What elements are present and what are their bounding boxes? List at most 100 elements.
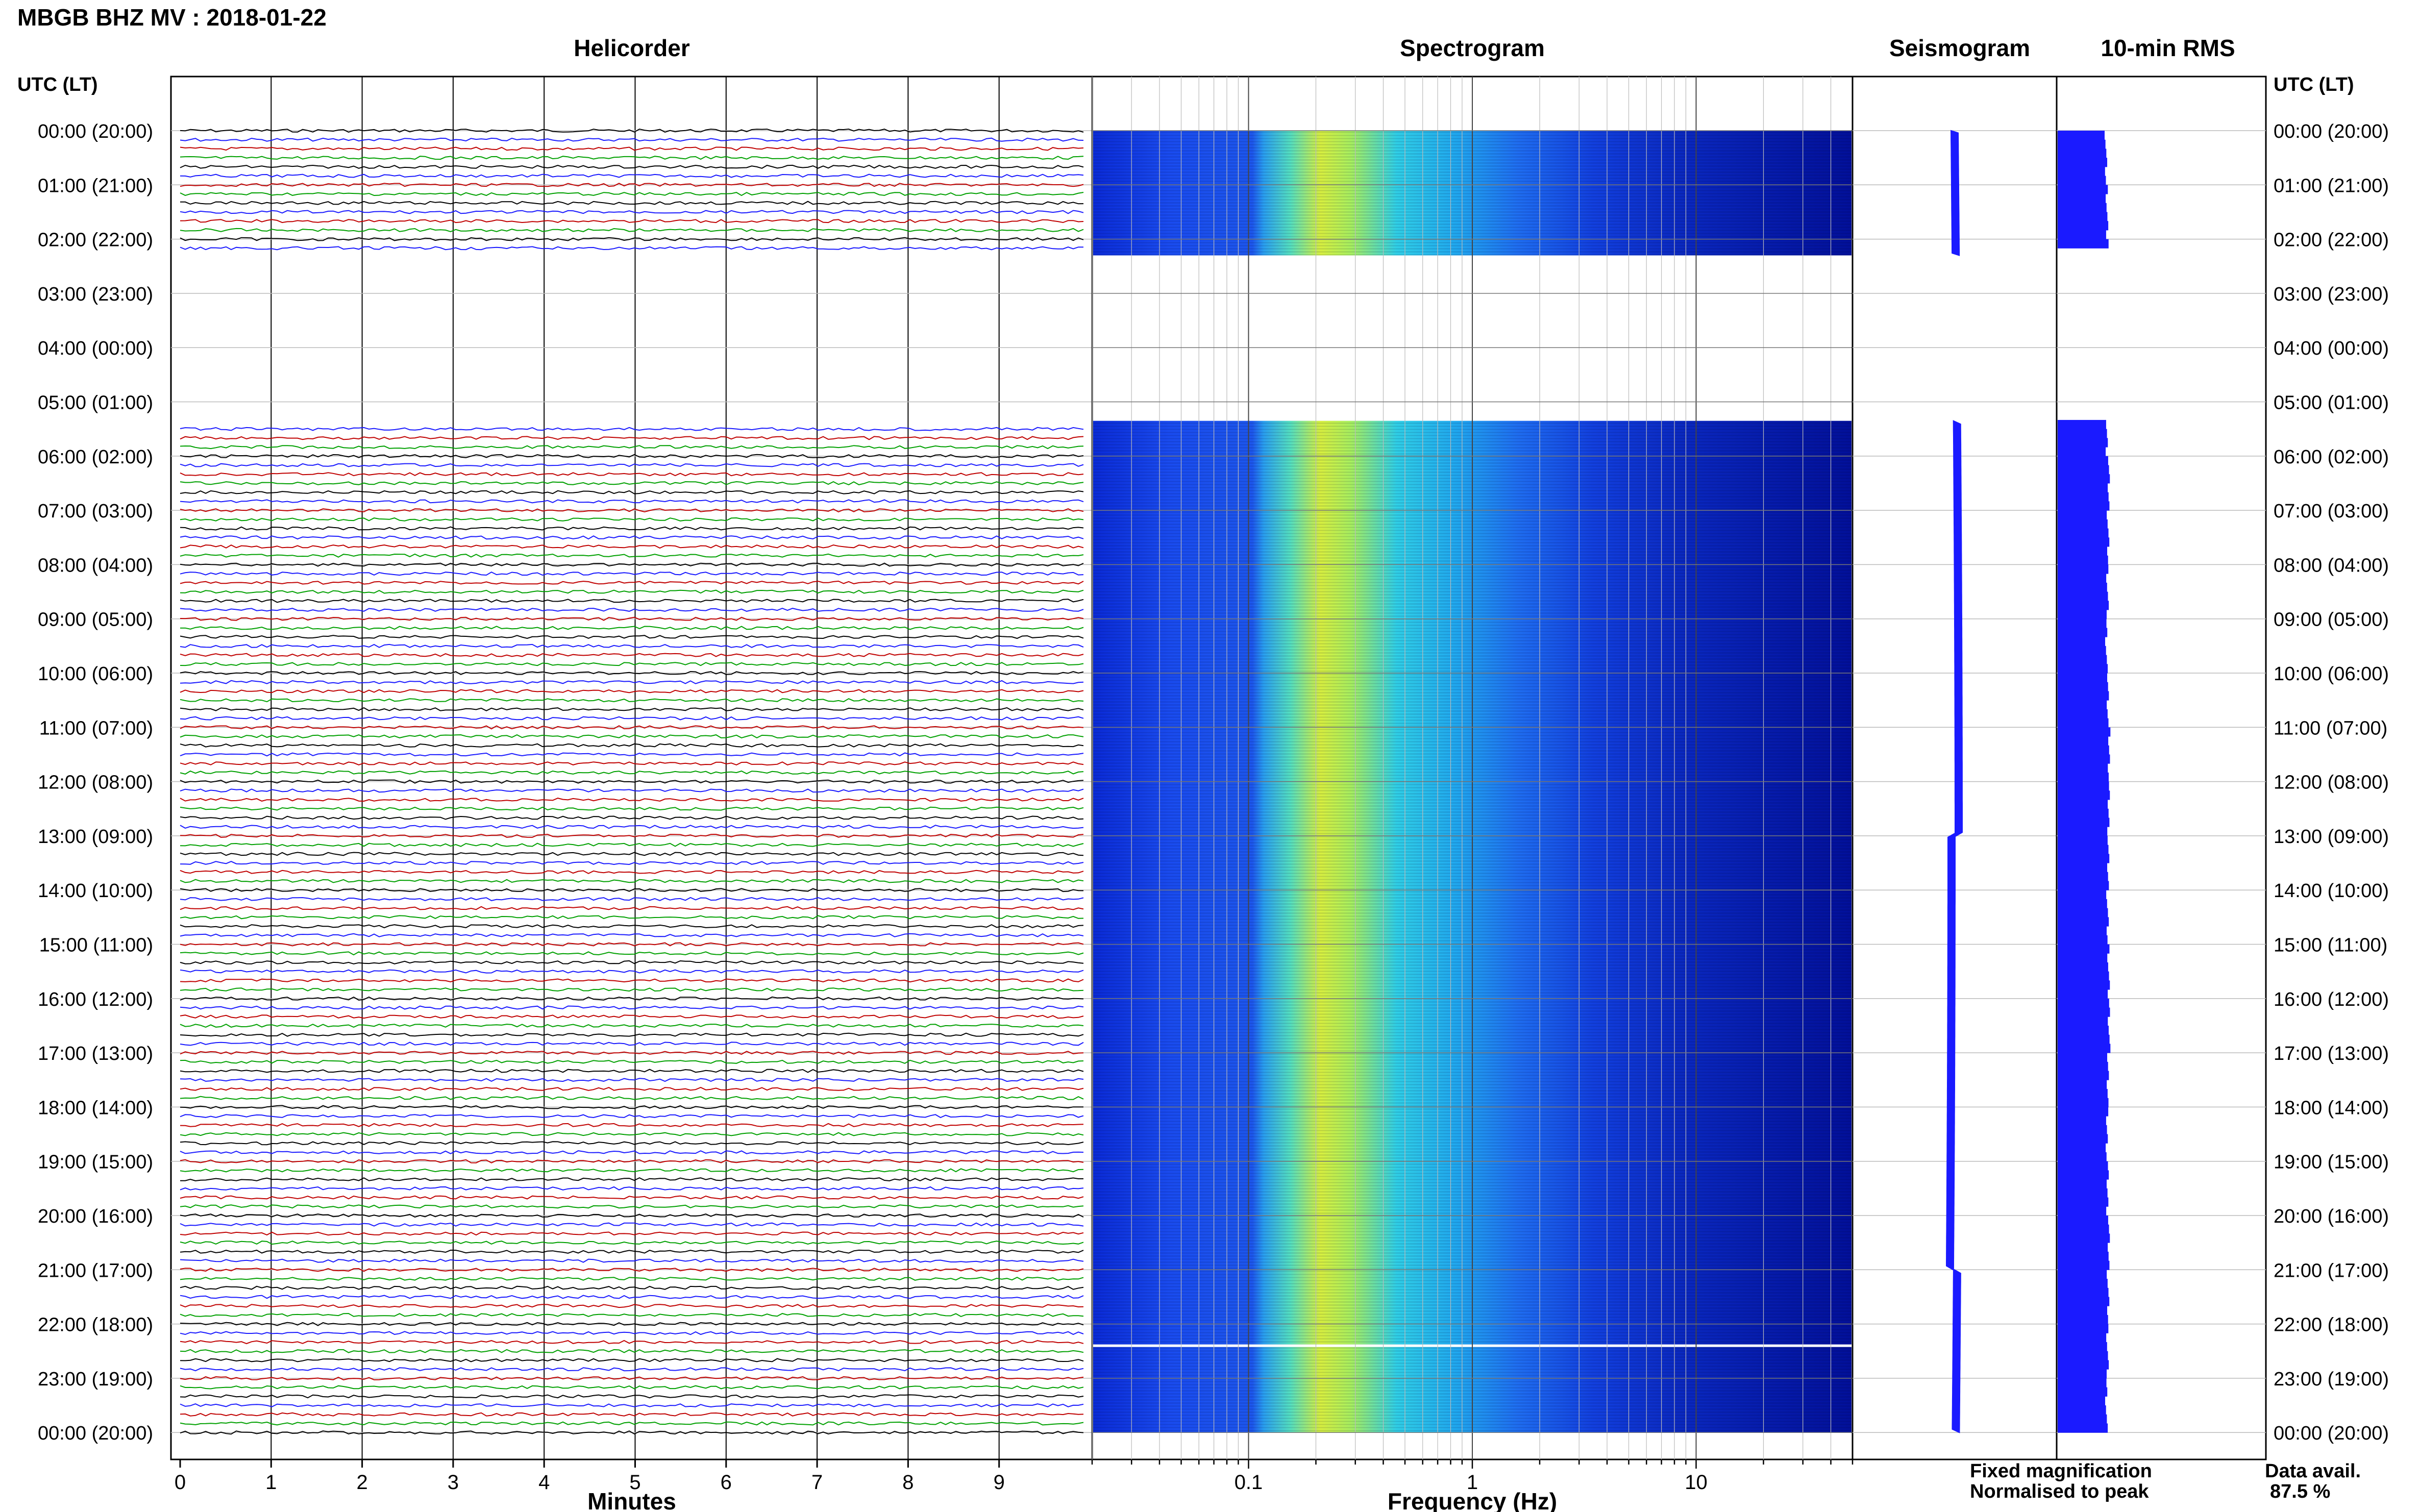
rms-bar <box>2058 176 2106 185</box>
seismogram-title: Seismogram <box>1889 35 2030 61</box>
time-label-left: 07:00 (03:00) <box>38 501 153 522</box>
station-title: MBGB BHZ MV : 2018-01-22 <box>17 4 327 31</box>
time-label-left: 08:00 (04:00) <box>38 555 153 576</box>
helicorder-trace <box>180 960 1084 964</box>
time-label-right: 05:00 (01:00) <box>2274 392 2389 414</box>
rms-bar <box>2058 763 2108 773</box>
helicorder-trace <box>180 825 1084 829</box>
time-label-left: 13:00 (09:00) <box>38 826 153 848</box>
rms-bar <box>2058 727 2111 737</box>
helicorder-title: Helicorder <box>574 35 690 61</box>
seismogram-panel <box>1852 76 2058 1460</box>
rms-bar <box>2058 709 2108 719</box>
rms-bar <box>2058 447 2106 457</box>
rms-bar <box>2058 691 2109 701</box>
time-label-left: 00:00 (20:00) <box>38 1423 153 1444</box>
rms-bar <box>2058 148 2107 158</box>
helicorder-trace <box>180 1312 1084 1317</box>
rms-bar <box>2058 1279 2108 1288</box>
helicorder-trace <box>180 1249 1084 1254</box>
helicorder-trace <box>180 635 1084 639</box>
rms-bar <box>2058 1007 2110 1017</box>
helicorder-trace <box>180 1331 1084 1335</box>
helicorder-trace <box>180 1430 1084 1435</box>
helicorder-trace <box>180 1412 1084 1417</box>
rms-bar <box>2058 700 2107 710</box>
rms-bar <box>2058 474 2110 484</box>
helicorder-trace <box>180 1186 1084 1191</box>
rms-bar <box>2058 881 2109 890</box>
rms-bar <box>2058 790 2110 800</box>
rms-bar <box>2058 872 2108 881</box>
rms-bar <box>2058 492 2109 502</box>
rms-bar <box>2058 609 2107 619</box>
spectrogram-tick-label: 0.1 <box>1235 1471 1263 1494</box>
rms-bar <box>2058 1251 2109 1261</box>
helicorder-trace <box>180 1376 1084 1380</box>
rms-panel <box>2056 76 2267 1460</box>
helicorder-trace <box>180 616 1084 621</box>
rms-bar <box>2058 1098 2109 1107</box>
rms-bar <box>2058 835 2108 846</box>
time-label-right: 19:00 (15:00) <box>2274 1152 2389 1173</box>
time-label-left: 19:00 (15:00) <box>38 1152 153 1173</box>
helicorder-trace <box>180 1285 1084 1290</box>
helicorder-trace <box>180 842 1084 847</box>
helicorder-trace <box>180 1268 1084 1272</box>
helicorder-trace <box>180 1051 1084 1055</box>
rms-bar <box>2058 1061 2108 1072</box>
helicorder-trace <box>180 436 1084 440</box>
helicorder-trace <box>180 653 1084 657</box>
rms-bar <box>2058 166 2105 177</box>
rms-bar <box>2058 239 2109 249</box>
helicorder-trace <box>180 228 1084 232</box>
rms-bar <box>2058 962 2108 972</box>
helicorder-trace <box>180 128 1084 133</box>
rms-bar <box>2058 1387 2108 1397</box>
rms-bar <box>2058 1216 2108 1225</box>
helicorder-trace <box>180 815 1084 820</box>
helicorder-trace <box>180 1168 1084 1173</box>
rms-bar <box>2058 1287 2109 1297</box>
time-label-left: 02:00 (22:00) <box>38 230 153 251</box>
helicorder-tick-label: 6 <box>721 1471 732 1494</box>
helicorder-tick-label: 0 <box>175 1471 186 1494</box>
helicorder-trace <box>180 544 1084 549</box>
rms-bar <box>2058 555 2108 565</box>
helicorder-trace <box>180 1132 1084 1136</box>
rms-bar <box>2058 1405 2106 1415</box>
helicorder-trace <box>180 770 1084 775</box>
helicorder-trace <box>180 734 1084 739</box>
helicorder-trace <box>180 201 1084 205</box>
helicorder-tick-label: 8 <box>902 1471 914 1494</box>
time-label-right: 06:00 (02:00) <box>2274 447 2389 468</box>
rms-bar <box>2058 465 2109 475</box>
time-label-left: 06:00 (02:00) <box>38 447 153 468</box>
rms-bar <box>2058 1143 2106 1153</box>
time-axis-labels: 00:00 (20:00) 00:00 (20:00) 01:00 (21:00) 0… <box>38 121 2389 1444</box>
time-label-left: 01:00 (21:00) <box>38 175 153 196</box>
seismogram-trace-early <box>1950 130 1960 256</box>
rms-bar <box>2058 736 2109 746</box>
rms-bar <box>2058 772 2109 782</box>
rms-bar <box>2058 564 2109 574</box>
time-label-right: 14:00 (10:00) <box>2274 880 2389 902</box>
time-label-left: 16:00 (12:00) <box>38 989 153 1010</box>
rms-bar <box>2058 1260 2110 1270</box>
helicorder-trace <box>180 1367 1084 1372</box>
time-label-right: 07:00 (03:00) <box>2274 501 2389 522</box>
rms-bar <box>2058 637 2106 647</box>
time-label-right: 04:00 (00:00) <box>2274 338 2389 359</box>
helicorder-trace <box>180 490 1084 494</box>
data-availability-value: 87.5 % <box>2270 1481 2330 1502</box>
helicorder-tick-label: 2 <box>356 1471 367 1494</box>
rms-bar <box>2058 908 2108 918</box>
helicorder-trace <box>180 743 1084 748</box>
rms-bar <box>2058 1342 2107 1352</box>
helicorder-trace <box>180 535 1084 540</box>
helicorder-trace <box>180 164 1084 169</box>
helicorder-trace <box>180 698 1084 703</box>
rms-bar <box>2058 1243 2108 1252</box>
helicorder-trace <box>180 1150 1084 1155</box>
